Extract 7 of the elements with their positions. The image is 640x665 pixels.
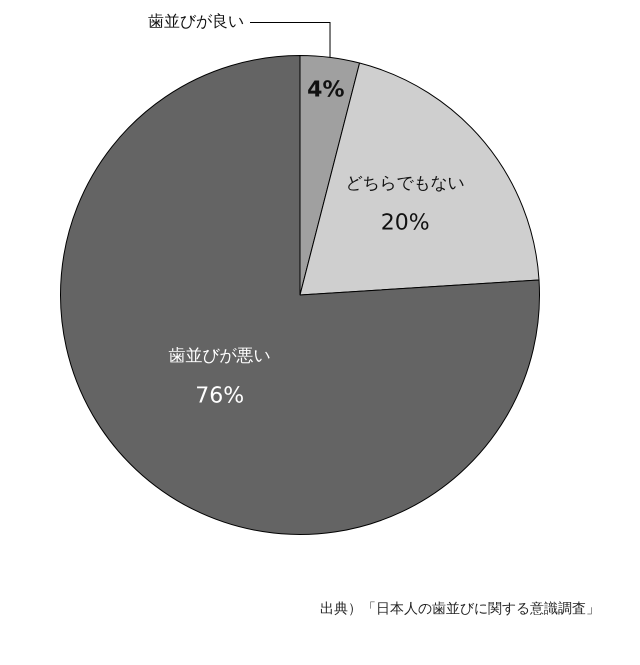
data-label: 76%: [195, 383, 244, 408]
data-label: 4%: [307, 77, 344, 102]
slice-label: 歯並びが悪い: [168, 346, 271, 366]
slice-label: どちらでもない: [346, 173, 465, 194]
data-label: 20%: [380, 210, 430, 236]
source-note: 出典）「日本人の歯並びに関する意識調査」: [320, 600, 600, 619]
slice-label: 歯並びが良い: [148, 12, 244, 31]
